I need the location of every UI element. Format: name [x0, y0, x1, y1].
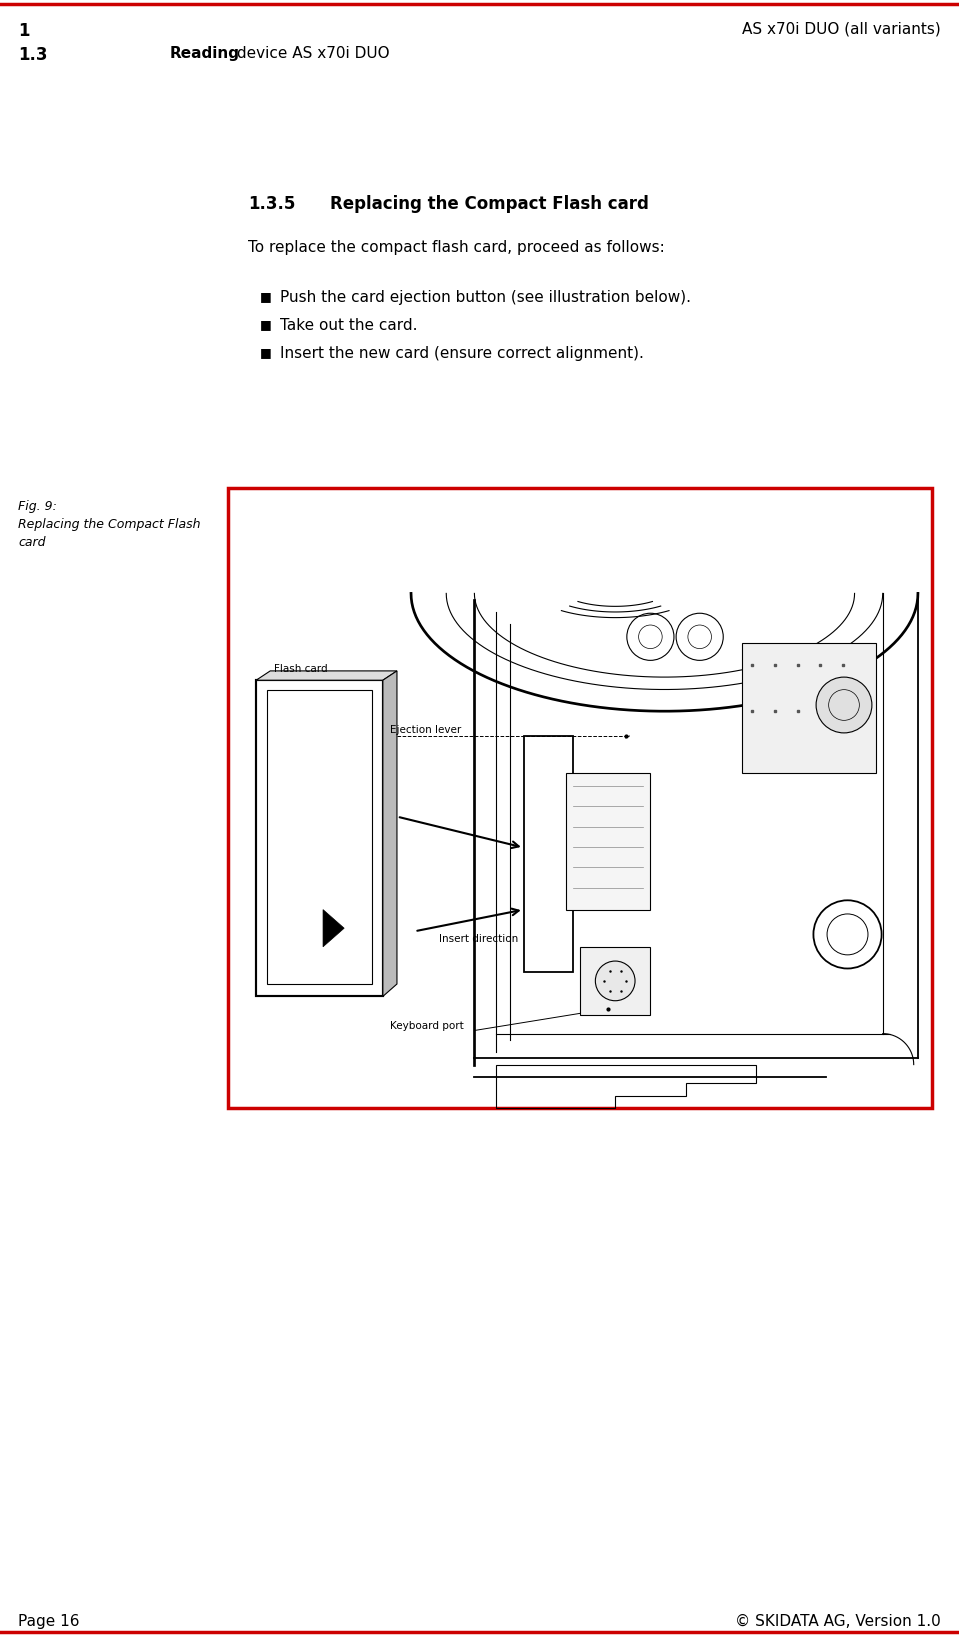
- Text: Keyboard port: Keyboard port: [390, 1021, 463, 1031]
- Circle shape: [816, 677, 872, 733]
- Text: ■: ■: [260, 345, 271, 358]
- Text: Insert direction: Insert direction: [439, 934, 519, 944]
- Text: Reading: Reading: [170, 46, 240, 61]
- Text: Page 16: Page 16: [18, 1615, 80, 1629]
- Polygon shape: [323, 910, 344, 947]
- Polygon shape: [580, 947, 650, 1014]
- Text: To replace the compact flash card, proceed as follows:: To replace the compact flash card, proce…: [248, 240, 665, 255]
- Text: AS x70i DUO (all variants): AS x70i DUO (all variants): [742, 21, 941, 38]
- Text: Insert the new card (ensure correct alignment).: Insert the new card (ensure correct alig…: [280, 345, 643, 362]
- Text: Replacing the Compact Flash card: Replacing the Compact Flash card: [330, 195, 649, 213]
- Text: 1: 1: [18, 21, 30, 39]
- Text: device AS x70i DUO: device AS x70i DUO: [232, 46, 389, 61]
- Text: Replacing the Compact Flash: Replacing the Compact Flash: [18, 519, 200, 532]
- Polygon shape: [383, 671, 397, 996]
- Text: Fig. 9:: Fig. 9:: [18, 501, 57, 514]
- Text: © SKIDATA AG, Version 1.0: © SKIDATA AG, Version 1.0: [736, 1615, 941, 1629]
- Polygon shape: [742, 643, 876, 774]
- Text: Take out the card.: Take out the card.: [280, 317, 417, 334]
- Text: card: card: [18, 537, 45, 550]
- Text: ■: ■: [260, 317, 271, 330]
- Bar: [228, 488, 932, 1108]
- Text: Flash card: Flash card: [273, 664, 327, 674]
- Text: 1.3.5: 1.3.5: [248, 195, 295, 213]
- Text: ■: ■: [260, 290, 271, 303]
- Polygon shape: [256, 671, 397, 681]
- Text: Ejection lever: Ejection lever: [390, 725, 461, 735]
- Circle shape: [596, 960, 635, 1001]
- Text: Push the card ejection button (see illustration below).: Push the card ejection button (see illus…: [280, 290, 691, 304]
- Polygon shape: [566, 774, 650, 910]
- Text: 1.3: 1.3: [18, 46, 48, 64]
